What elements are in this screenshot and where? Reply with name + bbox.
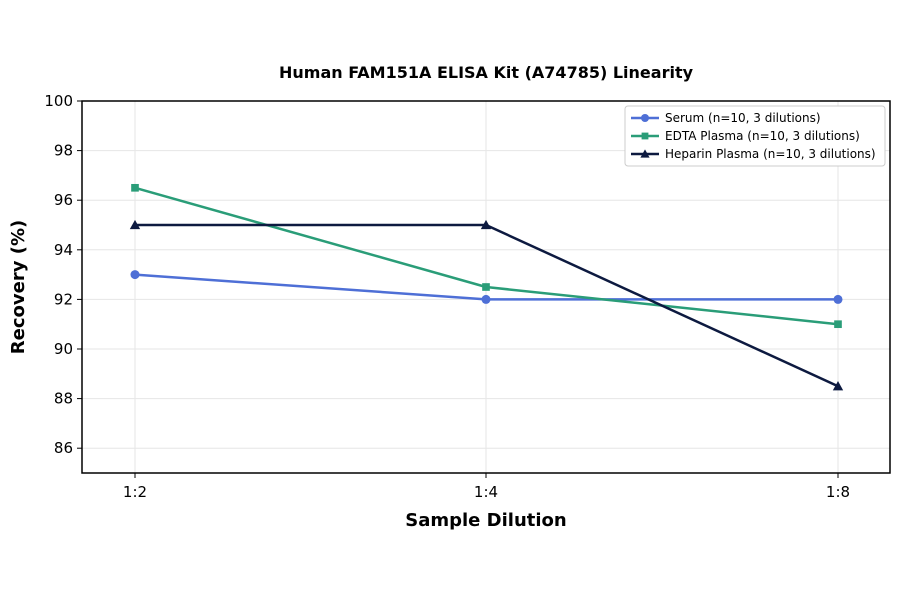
x-tick-label: 1:4 xyxy=(474,483,498,501)
x-tick-label: 1:2 xyxy=(123,483,147,501)
data-point xyxy=(480,219,492,230)
legend-swatch-marker xyxy=(640,149,650,158)
legend: Serum (n=10, 3 dilutions) EDTA Plasma (n=… xyxy=(624,105,886,167)
x-axis-label: Sample Dilution xyxy=(405,510,566,531)
y-tick-label: 90 xyxy=(54,340,73,358)
series-0 xyxy=(130,270,843,304)
series-2 xyxy=(129,219,844,391)
y-tick-label: 86 xyxy=(54,439,73,457)
data-point xyxy=(482,283,490,291)
legend-item: Heparin Plasma (n=10, 3 dilutions) xyxy=(631,147,876,161)
tick-layer: 86 88 90 92 94 96 98 100 1:2 1:4 1:8 xyxy=(44,92,850,501)
data-point xyxy=(832,381,844,391)
legend-item: EDTA Plasma (n=10, 3 dilutions) xyxy=(631,129,860,143)
data-point xyxy=(833,294,843,304)
series-layer xyxy=(129,183,844,391)
y-tick-label: 88 xyxy=(54,390,73,408)
legend-box xyxy=(624,105,886,167)
data-point xyxy=(834,320,842,329)
data-point xyxy=(131,183,139,192)
x-tick-label: 1:8 xyxy=(826,483,850,501)
data-point xyxy=(129,219,141,230)
y-tick-label: 100 xyxy=(44,92,73,110)
y-tick-label: 98 xyxy=(54,142,73,160)
data-point xyxy=(481,294,491,304)
series-1 xyxy=(131,183,842,329)
y-tick-label: 96 xyxy=(54,191,73,209)
legend-label: EDTA Plasma (n=10, 3 dilutions) xyxy=(665,129,860,143)
data-point xyxy=(130,270,140,280)
y-tick-label: 94 xyxy=(54,241,73,259)
y-tick-label: 92 xyxy=(54,290,73,308)
legend-swatch-marker xyxy=(641,114,649,122)
y-axis-label: Recovery (%) xyxy=(8,220,29,354)
legend-label: Heparin Plasma (n=10, 3 dilutions) xyxy=(665,147,876,161)
chart-title: Human FAM151A ELISA Kit (A74785) Lineari… xyxy=(279,63,694,82)
legend-label: Serum (n=10, 3 dilutions) xyxy=(665,111,821,125)
legend-swatch-marker xyxy=(641,132,649,140)
legend-item: Serum (n=10, 3 dilutions) xyxy=(631,111,821,125)
